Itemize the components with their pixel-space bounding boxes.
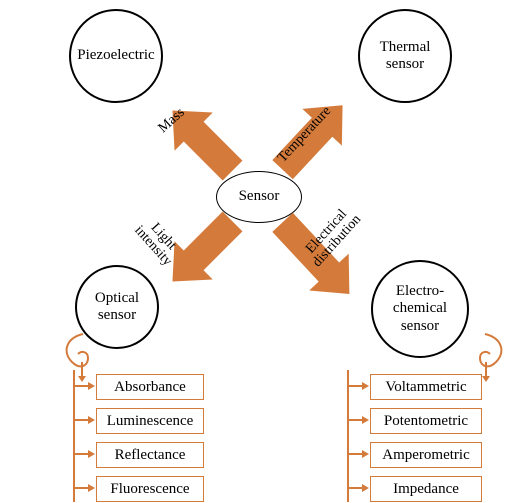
optical-sublist-item: Fluorescence [96, 476, 204, 502]
optical-sublist-item-label: Luminescence [107, 413, 194, 430]
electrochemical-sublist-item: Impedance [370, 476, 482, 502]
electrochemical-sublist-item-label: Impedance [393, 481, 459, 498]
electrochemical-sublist-item-label: Voltammetric [385, 379, 466, 396]
optical-sublist-item-label: Absorbance [114, 379, 186, 396]
electrochemical-sublist-item: Amperometric [370, 442, 482, 468]
optical-sublist-item: Reflectance [96, 442, 204, 468]
electrochemical-sublist-item: Voltammetric [370, 374, 482, 400]
electrochemical-sublist-item: Potentometric [370, 408, 482, 434]
optical-sublist-item-label: Reflectance [115, 447, 186, 464]
optical-sublist-item-label: Fluorescence [110, 481, 189, 498]
electrochemical-sublist-item-label: Potentometric [384, 413, 468, 430]
electrochemical-sublist-item-label: Amperometric [382, 447, 469, 464]
sensor-diagram: Sensor Piezoelectric Thermal sensor Opti… [0, 0, 521, 503]
optical-sublist-item: Absorbance [96, 374, 204, 400]
optical-sublist-item: Luminescence [96, 408, 204, 434]
